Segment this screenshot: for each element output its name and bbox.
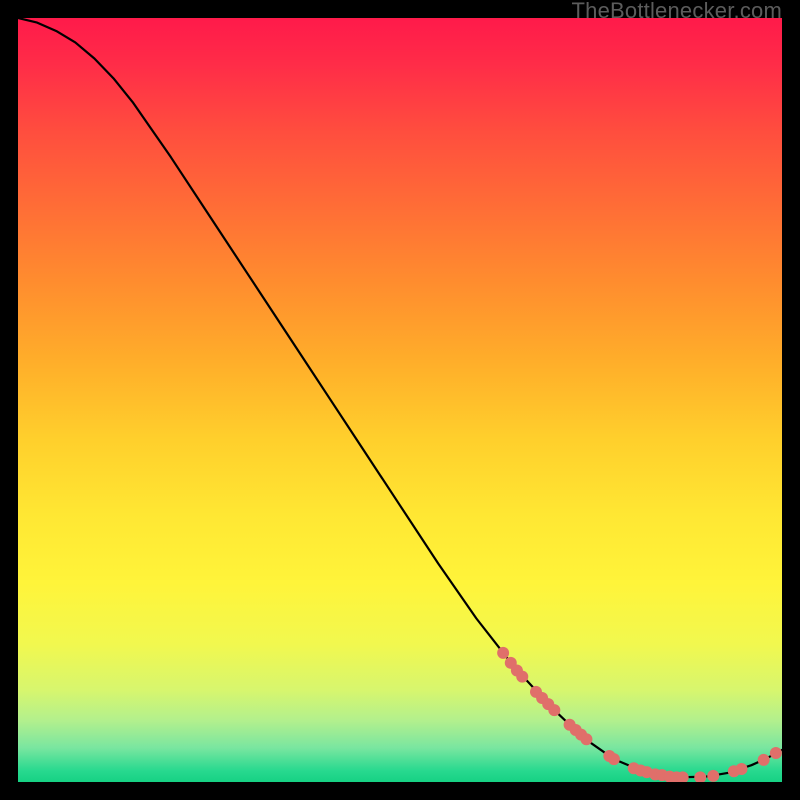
watermark-text: TheBottlenecker.com xyxy=(572,0,782,24)
data-marker xyxy=(580,733,592,745)
chart-svg xyxy=(18,18,782,782)
data-marker xyxy=(516,671,528,683)
data-marker xyxy=(497,647,509,659)
data-marker xyxy=(707,770,719,782)
stage: TheBottlenecker.com xyxy=(0,0,800,800)
data-marker xyxy=(758,754,770,766)
data-marker xyxy=(770,747,782,759)
data-marker xyxy=(736,763,748,775)
chart-area xyxy=(18,18,782,782)
data-marker xyxy=(608,753,620,765)
gradient-background xyxy=(18,18,782,782)
data-marker xyxy=(548,704,560,716)
